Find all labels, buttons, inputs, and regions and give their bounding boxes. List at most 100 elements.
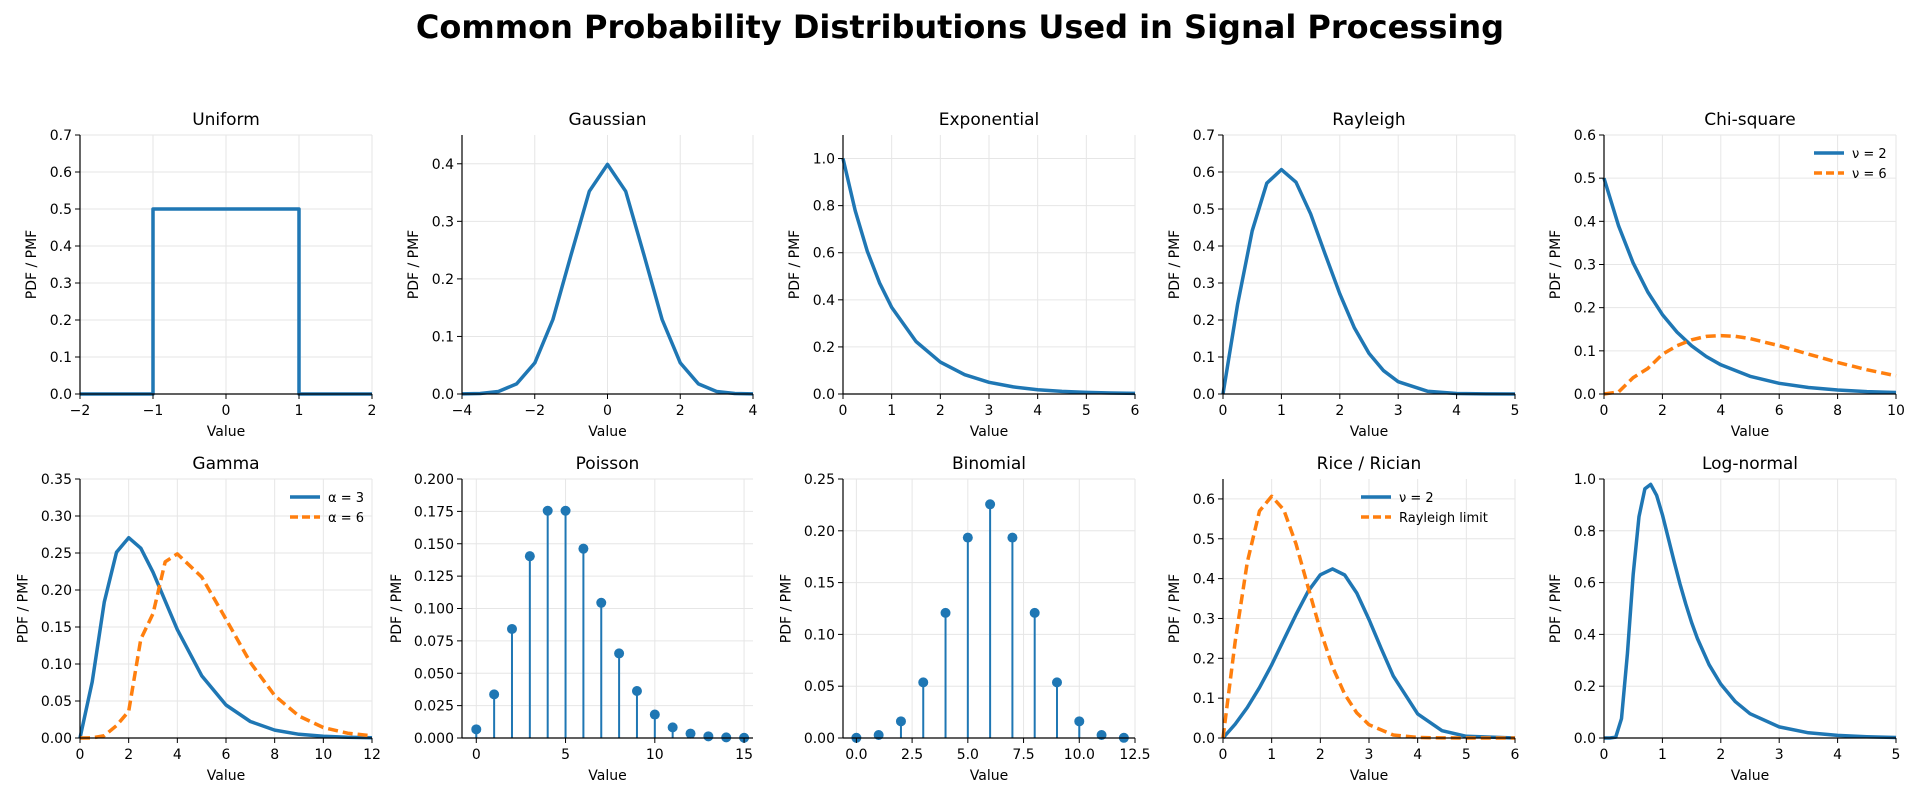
x-tick-label: −4	[452, 403, 473, 419]
x-tick-label: 10	[646, 747, 664, 763]
series-line-1	[1604, 482, 1897, 740]
x-tick-label: 0	[76, 747, 85, 763]
x-tick-label: 5.0	[957, 747, 979, 763]
y-tick-label: 0.25	[41, 546, 72, 562]
x-axis-label: Value	[207, 424, 245, 440]
x-tick-label: 3	[1775, 747, 1784, 763]
y-tick-label: 0.1	[50, 350, 72, 366]
x-tick-label: 2.5	[901, 747, 923, 763]
y-tick-label: 0.000	[414, 731, 454, 747]
legend-label: α = 3	[328, 491, 364, 506]
x-tick-label: 2	[1316, 747, 1325, 763]
x-tick-label: 0	[839, 403, 848, 419]
stem-marker	[506, 623, 517, 634]
x-tick-label: 6	[1775, 403, 1784, 419]
y-tick-label: 0.20	[41, 583, 72, 599]
panel-exponential: 0 1 2 3 4 5 6 0.0 0.2 0.4 0.6 0.8 1.0 Exponential Valu…	[787, 110, 1139, 440]
panel-uniform: −2 −1 0 1 2 0.0 0.1 0.2 0.3 0.4 0.5 0.6 0.7 Uniform Va…	[24, 110, 376, 440]
y-tick-label: 0.3	[1193, 276, 1215, 292]
y-tick-label: 0.6	[1574, 576, 1596, 592]
legend-label: ν = 6	[1852, 167, 1887, 182]
stem-marker	[471, 724, 482, 735]
x-tick-label: 0	[603, 403, 612, 419]
stem-marker	[596, 597, 607, 608]
x-axis-label: Value	[970, 768, 1008, 784]
stem-marker	[542, 505, 553, 516]
x-tick-label: 1	[1277, 403, 1286, 419]
stem-marker	[703, 731, 714, 742]
panel-rayleigh: 0 1 2 3 4 5 0.0 0.1 0.2 0.3 0.4 0.5 0.6 0.7 Rayleigh Va…	[1167, 110, 1519, 440]
x-tick-label: −2	[70, 403, 91, 419]
y-tick-label: 0.4	[432, 157, 454, 173]
x-tick-label: 2	[676, 403, 685, 419]
y-tick-label: 0.4	[1193, 572, 1215, 588]
x-tick-label: 0	[1219, 747, 1228, 763]
y-tick-label: 0.0	[50, 387, 72, 403]
legend-label: α = 6	[328, 511, 364, 526]
x-tick-label: 4	[1833, 747, 1842, 763]
stem-marker	[614, 648, 625, 659]
x-tick-label: 3	[985, 403, 994, 419]
y-axis-label: PDF / PMF	[779, 574, 795, 643]
y-tick-label: 0.4	[50, 239, 72, 255]
x-tick-label: 0	[1600, 403, 1609, 419]
y-tick-label: 0.05	[41, 694, 72, 710]
panel-binomial: 0.0 2.5 5.0 7.5 10.0 12.5 0.00 0.05 0.10 0.15 0.20…	[779, 454, 1151, 784]
panel-gamma: 0 2 4 6 8 10 12 0.00 0.05 0.10 0.15 0.20 0.25 0.30 0.3…	[16, 454, 381, 784]
y-tick-label: 0.3	[50, 276, 72, 292]
y-tick-label: 0.0	[1193, 731, 1215, 747]
y-tick-label: 0.5	[1193, 532, 1215, 548]
x-tick-label: 0	[1600, 747, 1609, 763]
y-axis-label: PDF / PMF	[16, 574, 32, 643]
stem-marker	[1029, 607, 1040, 618]
y-axis-label: PDF / PMF	[1167, 574, 1183, 643]
stem-marker	[721, 732, 732, 743]
legend-label: ν = 2	[1399, 491, 1434, 506]
x-tick-label: 6	[1131, 403, 1140, 419]
stem-marker	[685, 728, 696, 739]
y-tick-label: 0.0	[1574, 731, 1596, 747]
panel-rice: 0 1 2 3 4 5 6 0.0 0.1 0.2 0.3 0.4 0.5 0.6 Rice / Ricia…	[1167, 454, 1519, 784]
x-tick-label: 5	[1462, 747, 1471, 763]
y-tick-label: 0.2	[1574, 301, 1596, 317]
stem-marker	[1007, 532, 1018, 543]
y-tick-label: 0.4	[813, 293, 835, 309]
y-tick-label: 0.4	[1574, 214, 1596, 230]
y-tick-label: 0.25	[804, 472, 835, 488]
panel-log-normal: 0 1 2 3 4 5 0.0 0.2 0.4 0.6 0.8 1.0 Log-normal Value P…	[1548, 454, 1900, 784]
x-tick-label: 12.5	[1119, 747, 1150, 763]
y-axis-label: PDF / PMF	[787, 230, 803, 299]
y-tick-label: 0.35	[41, 472, 72, 488]
x-tick-label: 5	[1892, 747, 1901, 763]
stem-marker	[962, 532, 973, 543]
x-tick-label: −1	[143, 403, 164, 419]
stem-marker	[918, 677, 929, 688]
x-tick-label: 4	[1033, 403, 1042, 419]
x-tick-label: 15	[735, 747, 753, 763]
y-tick-label: 0.7	[1193, 128, 1215, 144]
panel-title: Exponential	[939, 110, 1040, 130]
panel-title: Chi-square	[1704, 110, 1795, 130]
y-tick-label: 0.2	[50, 313, 72, 329]
x-tick-label: 5	[1511, 403, 1520, 419]
y-tick-label: 1.0	[1574, 472, 1596, 488]
y-tick-label: 1.0	[813, 152, 835, 168]
x-tick-label: 3	[1394, 403, 1403, 419]
series-line-1	[841, 158, 1136, 396]
legend-label: ν = 2	[1852, 147, 1887, 162]
y-tick-label: 0.0	[1193, 387, 1215, 403]
x-tick-label: 10	[314, 747, 332, 763]
y-tick-label: 0.8	[1574, 524, 1596, 540]
y-tick-label: 0.1	[1193, 691, 1215, 707]
stem-marker	[895, 716, 906, 727]
y-axis-label: PDF / PMF	[389, 574, 405, 643]
x-axis-label: Value	[1731, 424, 1769, 440]
stem-marker	[560, 505, 571, 516]
y-tick-label: 0.5	[50, 202, 72, 218]
y-tick-label: 0.7	[50, 128, 72, 144]
series-line-2	[1603, 333, 1897, 396]
x-tick-label: 1	[1267, 747, 1276, 763]
x-axis-label: Value	[1350, 768, 1388, 784]
panel-title: Rayleigh	[1332, 110, 1405, 130]
y-tick-label: 0.10	[804, 627, 835, 643]
